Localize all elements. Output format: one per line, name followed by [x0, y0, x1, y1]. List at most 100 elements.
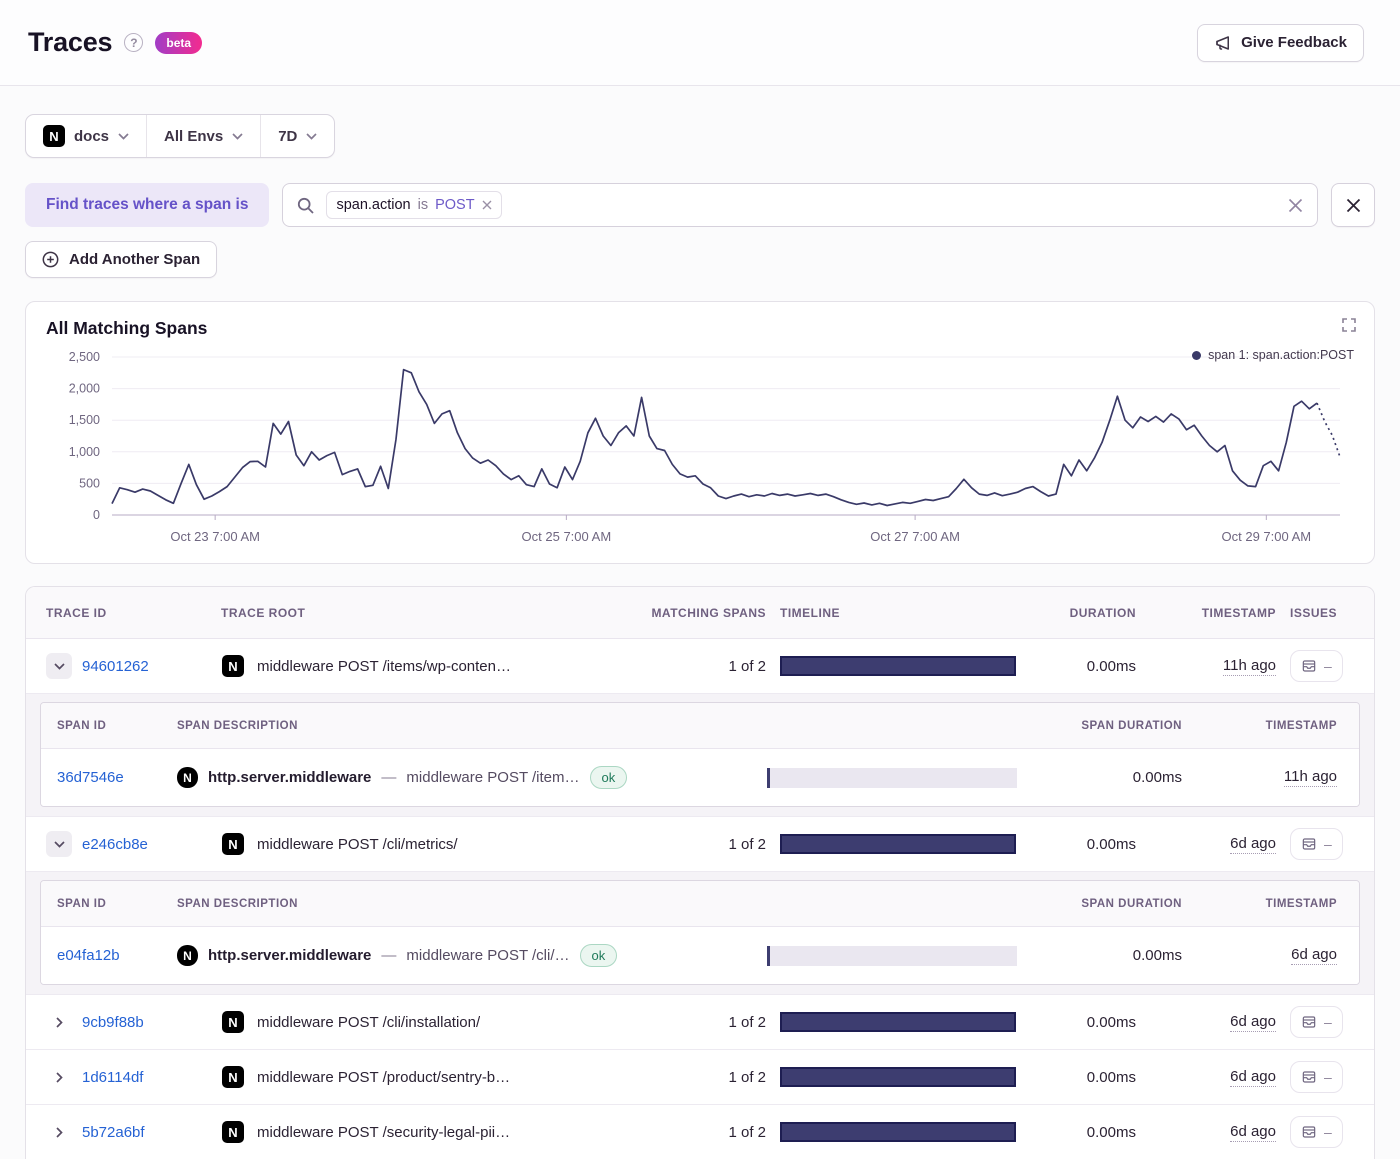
span-id-link[interactable]: 36d7546e: [57, 769, 124, 786]
span-status-badge: ok: [589, 766, 628, 789]
token-remove-icon[interactable]: [482, 200, 492, 210]
col-duration: DURATION: [1069, 605, 1136, 620]
span-operation: http.server.middleware: [208, 947, 372, 964]
trace-id-link[interactable]: 5b72a6bf: [82, 1123, 145, 1141]
svg-text:1,000: 1,000: [69, 445, 100, 459]
span-query-prefix: Find traces where a span is: [25, 183, 270, 227]
timeline-cell[interactable]: [766, 834, 1026, 854]
span-subtable-header: SPAN ID SPAN DESCRIPTION SPAN DURATION T…: [41, 881, 1359, 927]
nextjs-project-icon: N: [177, 767, 198, 788]
trace-root-label: middleware POST /items/wp-conten…: [257, 657, 511, 675]
trace-id-link[interactable]: 94601262: [82, 657, 149, 675]
issues-cell[interactable]: –: [1290, 1061, 1343, 1093]
timeline-cell[interactable]: [766, 1067, 1026, 1087]
issues-cell[interactable]: –: [1290, 1116, 1343, 1148]
timeline-cell[interactable]: [766, 1012, 1026, 1032]
timestamp-value[interactable]: 6d ago: [1230, 1067, 1276, 1087]
clear-search-icon[interactable]: [1288, 198, 1303, 213]
chevron-down-icon: [232, 132, 243, 140]
span-subtable: SPAN ID SPAN DESCRIPTION SPAN DURATION T…: [26, 694, 1374, 817]
issues-cell[interactable]: –: [1290, 828, 1343, 860]
issues-cell[interactable]: –: [1290, 1006, 1343, 1038]
separator-dash: —: [381, 947, 397, 964]
span-duration-value: 0.00ms: [1132, 769, 1182, 786]
timeline-cell[interactable]: [766, 656, 1026, 676]
svg-text:Oct 25 7:00 AM: Oct 25 7:00 AM: [522, 529, 612, 544]
span-timestamp-value[interactable]: 6d ago: [1291, 946, 1337, 965]
duration-value: 0.00ms: [1086, 1013, 1136, 1031]
issues-cell[interactable]: –: [1290, 650, 1343, 682]
col-matching-spans: MATCHING SPANS: [651, 605, 766, 620]
span-search-input[interactable]: span.action is POST: [282, 183, 1318, 227]
give-feedback-button[interactable]: Give Feedback: [1197, 23, 1364, 62]
timestamp-value[interactable]: 6d ago: [1230, 834, 1276, 854]
col-span-timestamp: TIMESTAMP: [1265, 719, 1337, 732]
trace-row[interactable]: 1d6114df N middleware POST /product/sent…: [26, 1050, 1374, 1105]
issues-empty-dash: –: [1324, 836, 1332, 852]
nextjs-project-icon: N: [222, 1011, 244, 1033]
duration-value: 0.00ms: [1086, 835, 1136, 853]
nextjs-project-icon: N: [177, 945, 198, 966]
separator-dash: —: [381, 769, 397, 786]
span-timestamp-value[interactable]: 11h ago: [1283, 768, 1337, 787]
date-range-filter[interactable]: 7D: [260, 115, 334, 157]
token-operator: is: [417, 197, 429, 213]
col-span-description: SPAN DESCRIPTION: [177, 719, 298, 732]
trace-row[interactable]: 5b72a6bf N middleware POST /security-leg…: [26, 1105, 1374, 1159]
matching-spans-count: 1 of 2: [728, 1013, 766, 1031]
span-timeline-cell[interactable]: [767, 945, 1027, 966]
col-span-id: SPAN ID: [57, 719, 107, 732]
trace-row[interactable]: e246cb8e N middleware POST /cli/metrics/…: [26, 817, 1374, 872]
environment-filter[interactable]: All Envs: [146, 115, 260, 157]
chart-title: All Matching Spans: [46, 318, 208, 338]
trace-id-link[interactable]: 1d6114df: [82, 1068, 144, 1086]
project-filter[interactable]: N docs: [26, 115, 146, 157]
trace-row[interactable]: 9cb9f88b N middleware POST /cli/installa…: [26, 995, 1374, 1050]
timestamp-value[interactable]: 6d ago: [1230, 1122, 1276, 1142]
trace-id-link[interactable]: 9cb9f88b: [82, 1013, 144, 1031]
issues-icon: [1301, 1069, 1317, 1085]
trace-row[interactable]: 94601262 N middleware POST /items/wp-con…: [26, 639, 1374, 694]
traces-table-header: TRACE ID TRACE ROOT MATCHING SPANS TIMEL…: [26, 587, 1374, 639]
issues-icon: [1301, 658, 1317, 674]
collapse-chevron-icon[interactable]: [46, 653, 72, 679]
expand-chevron-icon[interactable]: [46, 1009, 72, 1035]
span-timeline-bar: [767, 767, 1017, 788]
timeline-bar: [780, 1122, 1016, 1142]
span-status-badge: ok: [579, 944, 618, 967]
date-range-filter-label: 7D: [278, 127, 298, 145]
help-icon[interactable]: ?: [124, 33, 144, 52]
span-timeline-cell[interactable]: [767, 767, 1027, 788]
timeline-bar: [780, 1012, 1016, 1032]
span-row[interactable]: 36d7546e N http.server.middleware — midd…: [41, 749, 1359, 806]
token-key: span.action: [336, 197, 411, 213]
duration-value: 0.00ms: [1086, 657, 1136, 675]
timestamp-value[interactable]: 11h ago: [1222, 656, 1276, 676]
timestamp-value[interactable]: 6d ago: [1230, 1012, 1276, 1032]
chart-legend-item[interactable]: span 1: span.action:POST: [1192, 348, 1354, 362]
trace-id-link[interactable]: e246cb8e: [82, 835, 148, 853]
expand-chevron-icon[interactable]: [46, 1119, 72, 1145]
issues-icon: [1301, 1014, 1317, 1030]
remove-span-filter-button[interactable]: [1331, 183, 1375, 227]
span-operation: http.server.middleware: [208, 769, 372, 786]
environment-filter-label: All Envs: [164, 127, 224, 145]
add-another-span-button[interactable]: Add Another Span: [25, 241, 218, 278]
collapse-chevron-icon[interactable]: [46, 831, 72, 857]
col-trace-id: TRACE ID: [46, 605, 107, 620]
timeline-cell[interactable]: [766, 1122, 1026, 1142]
duration-value: 0.00ms: [1086, 1068, 1136, 1086]
spans-line-chart[interactable]: 0 500 1,000 1,500 2,000 2,500 Oct 23 7:00 AM Oc…: [46, 347, 1352, 551]
filter-token[interactable]: span.action is POST: [326, 191, 502, 219]
col-timestamp: TIMESTAMP: [1201, 605, 1276, 620]
span-id-link[interactable]: e04fa12b: [57, 947, 120, 964]
timeline-bar: [780, 656, 1016, 676]
expand-chevron-icon[interactable]: [46, 1064, 72, 1090]
svg-text:500: 500: [79, 476, 100, 490]
span-row[interactable]: e04fa12b N http.server.middleware — midd…: [41, 927, 1359, 984]
svg-text:2,000: 2,000: [69, 382, 100, 396]
plus-circle-icon: [42, 251, 59, 268]
fullscreen-icon[interactable]: [1341, 317, 1357, 333]
svg-text:Oct 23 7:00 AM: Oct 23 7:00 AM: [170, 529, 260, 544]
